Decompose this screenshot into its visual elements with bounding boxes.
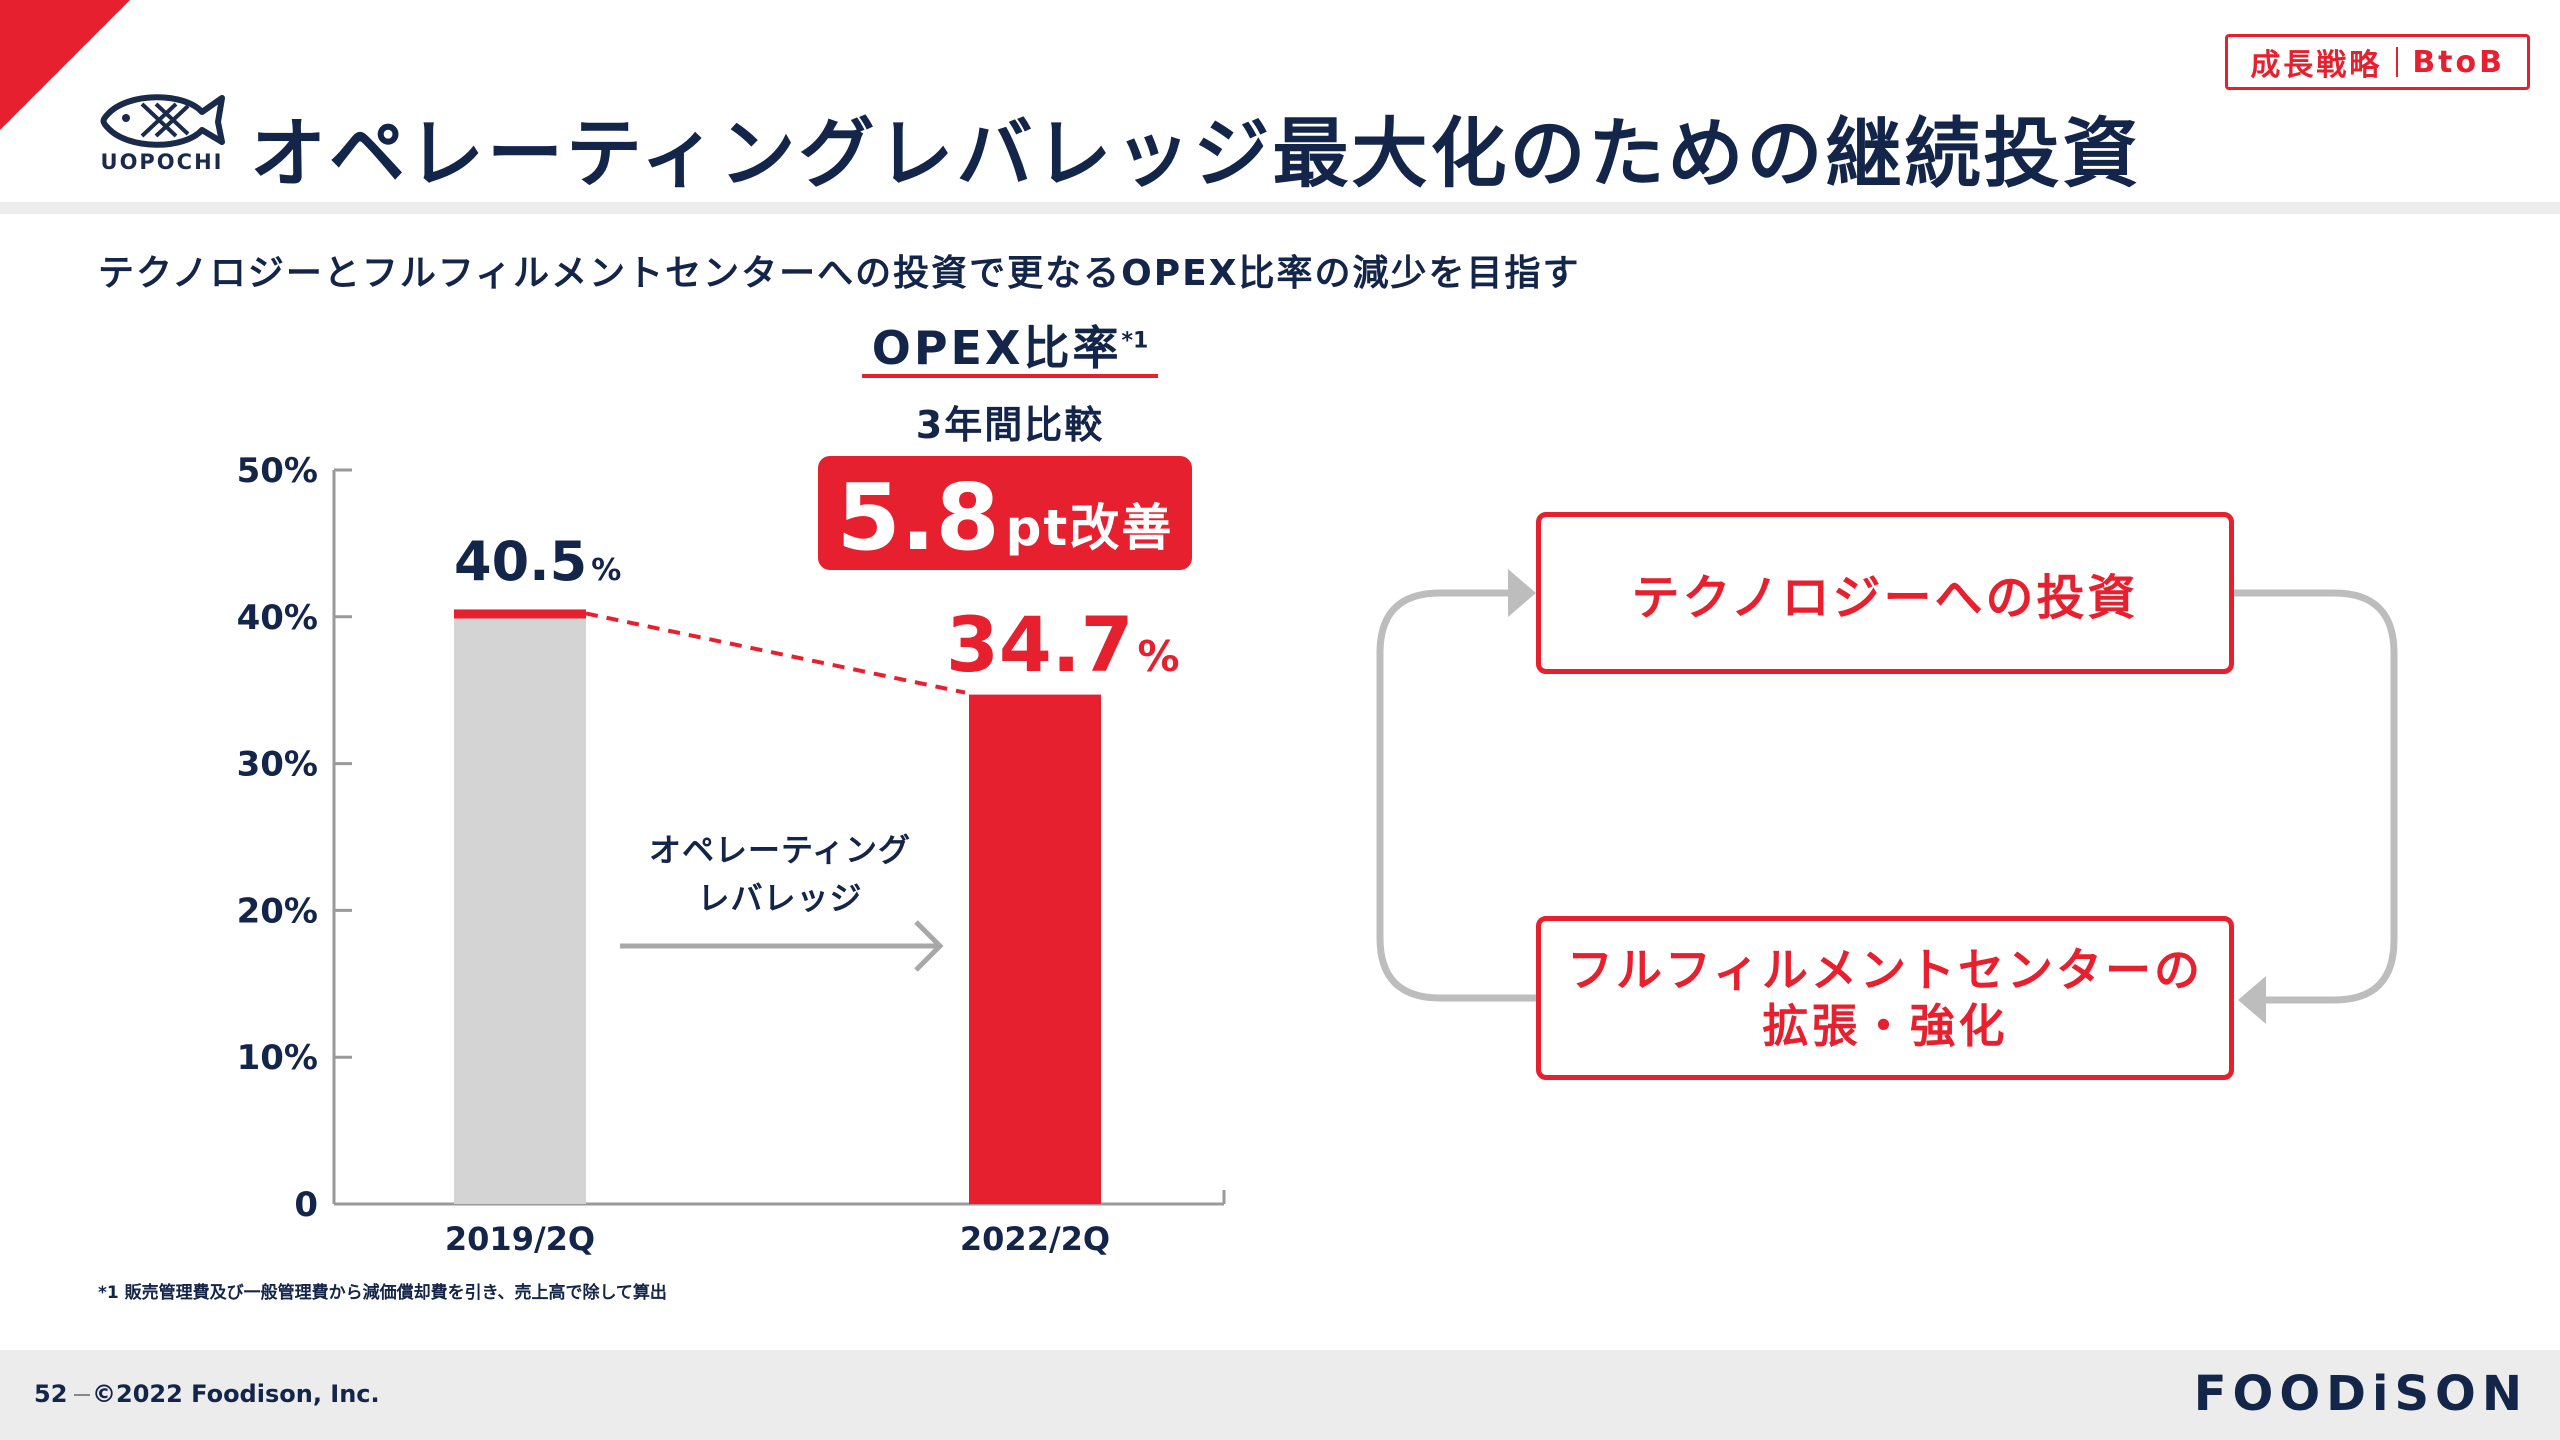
cycle-arrows: [1376, 569, 2398, 1024]
footer-bar: [0, 1350, 2560, 1440]
cycle-box-fulfillment: フルフィルメントセンターの 拡張・強化: [1536, 916, 2234, 1080]
compare-label: 3年間比較: [915, 403, 1105, 447]
y-tick-label: 10%: [237, 1038, 318, 1078]
page-title: オペレーティングレバレッジ最大化のための継続投資: [250, 109, 2142, 198]
bar-value-2019-unit: %: [591, 553, 622, 588]
y-tick-label: 0: [294, 1185, 318, 1225]
cycle-box-technology: テクノロジーへの投資: [1536, 512, 2234, 674]
slide-subtitle: テクノロジーとフルフィルメントセンターへの投資で更なるOPEX比率の減少を目指す: [98, 253, 1581, 294]
bar-value-2022-number: 34.7: [946, 600, 1134, 689]
page-number: 52: [34, 1380, 68, 1408]
copyright: ©2022 Foodison, Inc.: [92, 1380, 380, 1408]
header-divider: [0, 202, 2560, 214]
bar-value-2019: 40.5%: [454, 530, 621, 593]
brand-logo: FOODiSON: [2193, 1366, 2528, 1422]
bar-2019-2Q: [454, 609, 586, 1204]
opex-bar-chart: 0 10% 20% 30% 40% 50% 2019/2Q 2022/2Q: [237, 451, 1226, 1258]
bar-value-2019-number: 40.5: [454, 530, 588, 593]
bar-2022-2Q: [969, 694, 1101, 1204]
improvement-unit: pt改善: [1005, 499, 1174, 557]
opex-title-underline: [862, 374, 1158, 378]
opex-footnote-mark: *1: [1121, 328, 1149, 354]
improvement-badge: 5.8 pt改善: [818, 456, 1192, 570]
cycle-box-fulfillment-line1: フルフィルメントセンターの: [1566, 943, 2204, 997]
tag-divider: [2396, 47, 2399, 77]
leverage-label-line2: レバレッジ: [697, 879, 863, 917]
leverage-label: オペレーティング レバレッジ: [620, 826, 940, 922]
y-tick-label: 20%: [237, 891, 318, 931]
bar-value-2022-unit: %: [1137, 632, 1180, 681]
bar-2019-top-marker: [454, 609, 586, 619]
y-tick-label: 40%: [237, 598, 318, 638]
page-number-dash: [74, 1394, 90, 1396]
logo-text: UOPOCHI: [100, 150, 224, 174]
x-tick-label: 2019/2Q: [445, 1220, 595, 1258]
opex-title: OPEX比率*1: [860, 312, 1160, 378]
improvement-value: 5.8: [836, 464, 1000, 571]
cycle-box-fulfillment-line2: 拡張・強化: [1762, 999, 2008, 1053]
x-tick-label: 2022/2Q: [960, 1220, 1110, 1258]
footnote: *1 販売管理費及び一般管理費から減価償却費を引き、売上高で除して算出: [98, 1283, 667, 1303]
decline-connector: [585, 611, 966, 695]
leverage-arrow-head: [914, 920, 944, 972]
bar-value-2022: 34.7%: [946, 600, 1180, 689]
y-tick-label: 30%: [237, 745, 318, 785]
fish-logo-icon: [100, 94, 225, 148]
opex-title-text: OPEX比率: [871, 321, 1122, 375]
leverage-label-line1: オペレーティング: [648, 831, 912, 869]
category-tag-left: 成長戦略: [2250, 48, 2383, 83]
corner-accent: [0, 0, 130, 130]
category-tag: 成長戦略 BtoB: [2225, 34, 2530, 90]
y-tick-label: 50%: [237, 451, 318, 491]
category-tag-right: BtoB: [2412, 44, 2505, 80]
